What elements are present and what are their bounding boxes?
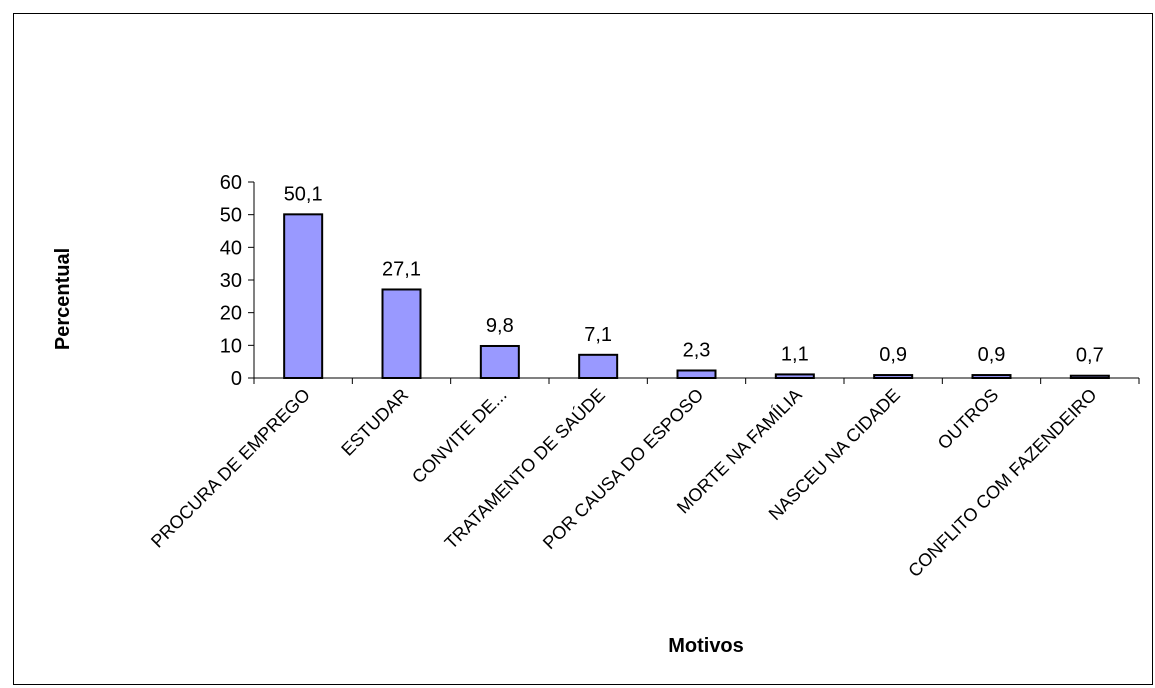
- data-label: 7,1: [584, 324, 612, 346]
- bars: 50,1 27,1 9,8 7,1 2,3 1,1 0,9 0,9 0,7: [283, 183, 1110, 380]
- x-tick-label: PROCURA DE EMPREGO: [147, 385, 314, 552]
- x-tick-label: ESTUDAR: [337, 385, 412, 460]
- y-tick-label: 60: [220, 172, 242, 194]
- data-label: 0,9: [978, 344, 1006, 366]
- data-label: 2,3: [683, 339, 711, 361]
- bar: [479, 344, 520, 379]
- data-label: 50,1: [284, 183, 323, 205]
- y-tick-label: 0: [231, 368, 242, 390]
- y-tick-label: 30: [220, 270, 242, 292]
- y-tick-label: 40: [220, 237, 242, 259]
- y-axis-title: Percentual: [52, 248, 74, 350]
- x-tick-label: CONFLITO COM FAZENDEIRO: [904, 385, 1100, 581]
- bar: [676, 369, 717, 379]
- bar: [381, 288, 422, 379]
- y-tick-label: 10: [220, 335, 242, 357]
- x-tick-label: TRATAMENTO DE SAÚDE: [440, 384, 609, 553]
- y-tick-label: 50: [220, 205, 242, 227]
- x-axis-title: Motivos: [668, 635, 744, 657]
- data-label: 0,7: [1076, 345, 1104, 367]
- x-tick-label: CONVITE DE...: [408, 385, 511, 488]
- data-label: 9,8: [486, 315, 514, 337]
- bar-chart: 0 10 20 30 40 50 60 50,1 27,1 9,8 7,1 2,3 1,1 0,9 0,9…: [52, 172, 1140, 657]
- chart-frame: 0 10 20 30 40 50 60 50,1 27,1 9,8 7,1 2,3 1,1 0,9 0,9…: [13, 13, 1153, 685]
- y-axis: 0 10 20 30 40 50 60: [220, 172, 255, 390]
- data-label: 27,1: [382, 258, 421, 280]
- data-label: 1,1: [781, 343, 809, 365]
- x-tick-label: OUTROS: [934, 385, 1003, 454]
- bar: [283, 213, 324, 379]
- bar: [774, 373, 815, 380]
- y-tick-label: 20: [220, 303, 242, 325]
- x-tick-label: POR CAUSA DO ESPOSO: [539, 385, 707, 553]
- data-label: 0,9: [879, 344, 907, 366]
- bar: [578, 353, 619, 380]
